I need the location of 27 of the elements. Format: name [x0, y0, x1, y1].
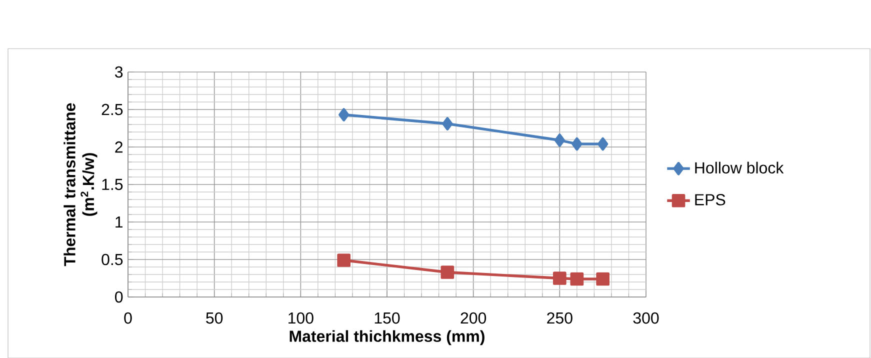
y-tick-label: 1 [116, 216, 123, 228]
point [338, 108, 350, 122]
x-axis-title: Material thichkmess (mm) [290, 330, 484, 345]
y-tick-label: 2.5 [102, 104, 123, 116]
point [598, 137, 608, 151]
x-tick-label: 100 [288, 312, 314, 324]
point [337, 253, 351, 267]
y-tick-label: 1.5 [102, 178, 123, 190]
y-tick-label: 3 [115, 66, 123, 78]
point [440, 265, 454, 279]
legend-label: Hollow block [695, 162, 784, 174]
x-tick-label: 300 [633, 312, 659, 324]
point [442, 116, 453, 130]
x-tick-label: 50 [206, 312, 223, 324]
y-tick-label: 2 [115, 141, 122, 152]
legend-label: EPS [695, 194, 726, 206]
x-tick-label: 250 [547, 312, 572, 324]
y-tick-label: 0.5 [102, 254, 123, 266]
point [572, 137, 582, 151]
x-tick-label: 200 [460, 312, 486, 324]
point [570, 272, 584, 286]
point [553, 271, 566, 285]
point [596, 272, 610, 286]
x-tick-label: 150 [374, 312, 400, 324]
point [554, 133, 566, 147]
x-tick-label: 0 [124, 312, 132, 324]
y-tick-label: 0 [115, 291, 123, 303]
